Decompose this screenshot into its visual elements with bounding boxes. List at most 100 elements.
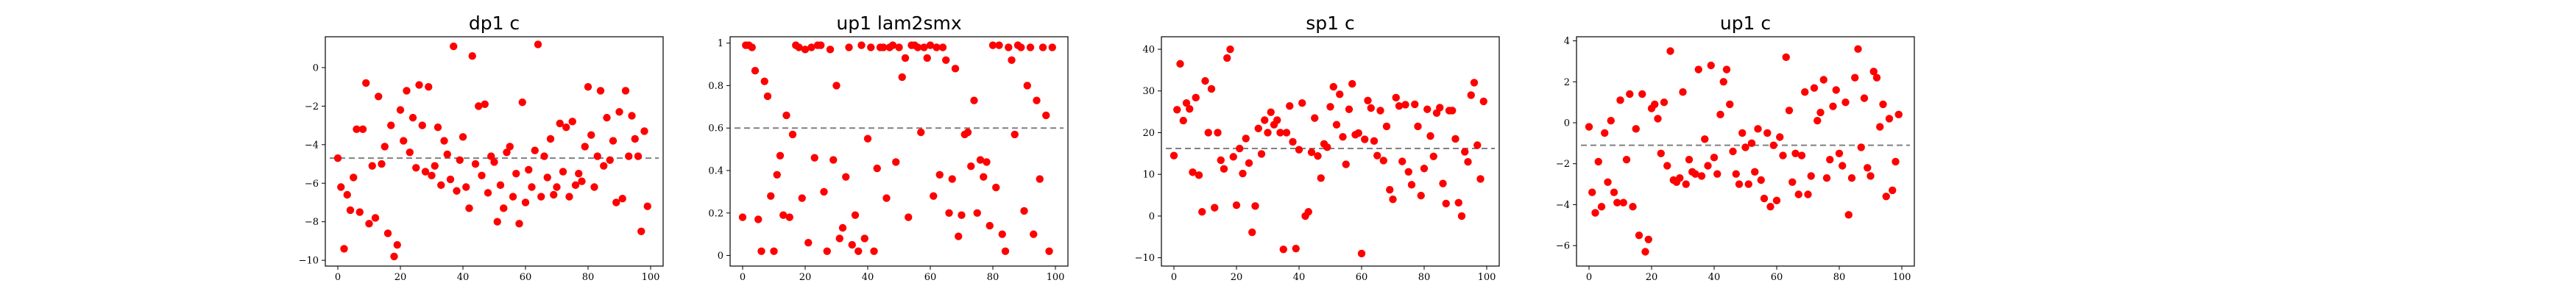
y-tick-label: 0.8	[708, 81, 723, 92]
data-point	[1214, 129, 1222, 137]
data-point	[468, 52, 476, 60]
data-point	[1797, 151, 1806, 159]
data-point	[525, 165, 533, 174]
data-point	[920, 43, 928, 51]
data-point	[493, 218, 501, 226]
data-point	[1741, 143, 1749, 151]
data-point	[1629, 203, 1637, 211]
x-tick-label: 80	[582, 272, 595, 283]
data-point	[1735, 180, 1744, 188]
data-point	[496, 181, 505, 190]
data-point	[770, 247, 778, 255]
data-point	[829, 156, 838, 164]
data-point	[1357, 249, 1366, 258]
data-point	[782, 111, 790, 120]
data-point	[1722, 65, 1731, 74]
data-point	[1807, 172, 1815, 180]
data-point	[1404, 168, 1412, 176]
data-point	[1857, 143, 1865, 151]
data-point	[857, 41, 866, 49]
data-point	[913, 43, 922, 51]
data-point	[1382, 122, 1391, 131]
data-point	[443, 150, 451, 159]
data-point	[798, 194, 806, 202]
data-point	[1782, 53, 1790, 62]
x-tick-label: 0	[335, 272, 341, 283]
data-point	[1844, 211, 1853, 219]
x-tick-label: 80	[987, 272, 999, 283]
x-tick-label: 60	[1356, 272, 1368, 283]
data-point	[1011, 130, 1019, 139]
y-tick-label: −2	[305, 101, 319, 112]
data-point	[1744, 180, 1752, 188]
data-point	[1429, 152, 1437, 161]
data-point	[1594, 157, 1602, 166]
data-point	[1457, 212, 1466, 220]
data-point	[988, 41, 997, 49]
data-point	[1279, 245, 1287, 254]
data-point	[609, 137, 618, 145]
data-point	[456, 156, 464, 164]
data-point	[851, 211, 860, 219]
data-point	[408, 113, 417, 122]
x-tick-label: 20	[799, 272, 812, 283]
subplot-up1-c: up1 c 0 20 40 60 80 100 −6 −4 −2 0 2 4	[1556, 12, 1915, 283]
data-point	[1866, 172, 1875, 180]
data-point	[362, 79, 370, 87]
data-point	[938, 43, 947, 51]
data-point	[757, 247, 765, 255]
subplot-up1-lam2smx: up1 lam2smx 0 20 40 60 80 100 0 0.2 0.4 0.6 0.8 1	[708, 12, 1069, 283]
data-point	[1804, 190, 1812, 198]
data-point	[590, 183, 598, 191]
data-point	[1841, 98, 1850, 107]
data-point	[1788, 178, 1797, 186]
data-point	[1694, 65, 1702, 74]
data-point	[1772, 196, 1781, 205]
data-point	[1882, 193, 1890, 201]
data-point	[631, 135, 639, 143]
data-point	[854, 247, 863, 255]
data-point	[503, 148, 511, 157]
data-point	[1585, 123, 1593, 131]
data-point	[1685, 155, 1694, 164]
data-point	[1023, 82, 1031, 90]
data-point	[926, 41, 935, 49]
x-tick-label: 60	[1771, 272, 1783, 283]
data-point	[826, 46, 835, 54]
data-point	[951, 65, 960, 73]
data-point	[1364, 96, 1372, 104]
data-point	[584, 82, 592, 91]
data-point	[506, 143, 514, 151]
data-point	[1361, 135, 1369, 143]
data-point	[628, 112, 636, 120]
data-point	[565, 193, 573, 201]
data-point	[428, 171, 436, 179]
data-point	[1251, 202, 1259, 210]
data-point	[1286, 101, 1294, 110]
data-point	[634, 152, 643, 160]
data-point	[390, 252, 398, 261]
data-point	[1239, 169, 1247, 178]
data-point	[612, 198, 620, 207]
data-point	[1819, 76, 1827, 84]
data-point	[1810, 84, 1819, 92]
data-point	[350, 173, 358, 182]
data-point	[1373, 151, 1381, 159]
data-point	[1738, 129, 1747, 137]
data-point	[640, 127, 648, 135]
data-point	[1854, 45, 1862, 53]
data-point	[1173, 106, 1181, 114]
data-point	[431, 162, 439, 170]
data-point	[888, 41, 897, 49]
data-point	[1426, 132, 1434, 140]
data-point	[1839, 162, 1847, 170]
data-point	[437, 181, 445, 190]
data-point	[1638, 90, 1646, 98]
axes-frame	[325, 36, 664, 267]
data-point	[406, 148, 414, 157]
data-point	[1314, 152, 1322, 160]
data-point	[603, 113, 611, 122]
data-point	[1622, 155, 1631, 164]
data-point	[618, 195, 626, 203]
data-point	[1626, 90, 1634, 98]
